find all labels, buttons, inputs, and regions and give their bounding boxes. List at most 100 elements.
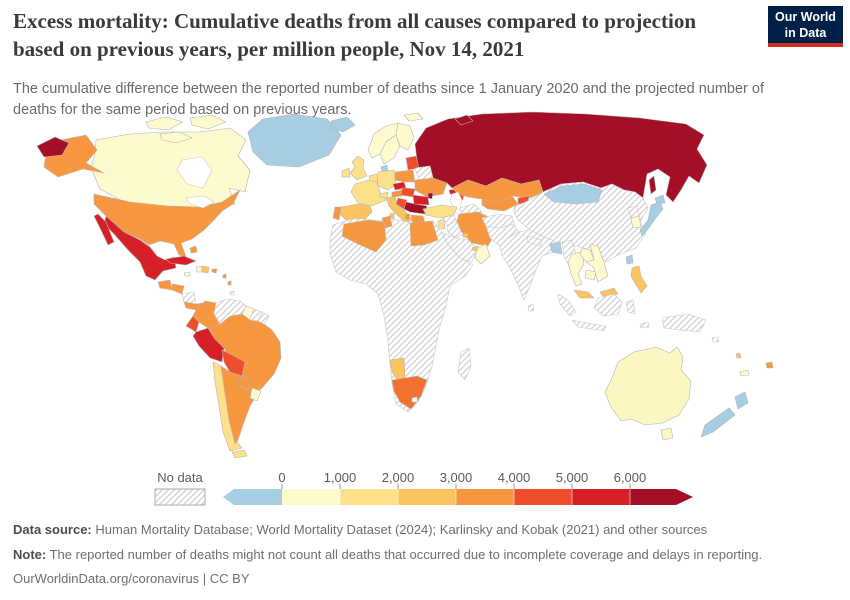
region-finland[interactable] xyxy=(395,122,415,151)
region-solomon-islands[interactable] xyxy=(711,336,720,343)
region-chukotka[interactable] xyxy=(36,136,70,158)
region-new-guinea[interactable] xyxy=(661,313,707,333)
region-antilles-2[interactable] xyxy=(227,280,232,286)
region-canada-arctic-2[interactable] xyxy=(189,114,227,130)
region-ireland[interactable] xyxy=(341,167,351,178)
region-peru[interactable] xyxy=(192,327,225,363)
region-lesotho[interactable] xyxy=(411,396,418,403)
legend-band-1[interactable] xyxy=(340,489,398,505)
region-fiji[interactable] xyxy=(765,361,774,369)
region-mexico[interactable] xyxy=(103,215,177,281)
region-japan[interactable] xyxy=(639,201,664,237)
region-baja[interactable] xyxy=(93,213,115,246)
region-guatemala[interactable] xyxy=(157,279,173,291)
region-mongolia[interactable] xyxy=(543,183,603,205)
region-serbia-bulgaria[interactable] xyxy=(403,201,428,215)
legend-band-4[interactable] xyxy=(514,489,572,505)
citation-line[interactable]: OurWorldinData.org/coronavirus | CC BY xyxy=(13,571,250,587)
region-tierra-del-fuego[interactable] xyxy=(231,449,248,459)
region-new-zealand-north[interactable] xyxy=(734,391,749,410)
region-new-zealand-south[interactable] xyxy=(700,407,736,438)
region-sakhalin[interactable] xyxy=(648,175,657,195)
region-canada-arctic-1[interactable] xyxy=(145,116,184,131)
region-cuba[interactable] xyxy=(165,255,197,266)
world-map[interactable] xyxy=(0,110,850,465)
region-canada[interactable] xyxy=(90,127,251,209)
chart-footer: Data source: Human Mortality Database; W… xyxy=(13,521,837,595)
region-algeria[interactable] xyxy=(341,219,387,253)
region-thailand[interactable] xyxy=(567,251,585,287)
region-philippines[interactable] xyxy=(630,265,648,294)
region-taiwan[interactable] xyxy=(625,254,634,265)
region-moldova[interactable] xyxy=(427,192,434,200)
legend-band-max[interactable] xyxy=(630,489,693,505)
region-tunisia[interactable] xyxy=(381,215,393,229)
region-honduras[interactable] xyxy=(171,283,185,295)
legend-band-0[interactable] xyxy=(282,489,340,505)
region-new-caledonia[interactable] xyxy=(739,369,750,377)
region-oman[interactable] xyxy=(474,243,491,265)
region-sri-lanka[interactable] xyxy=(527,303,535,312)
region-india[interactable] xyxy=(499,229,557,301)
region-iceland[interactable] xyxy=(330,116,356,133)
region-kazakhstan[interactable] xyxy=(451,177,544,204)
region-kuwait[interactable] xyxy=(462,232,469,239)
region-vanuatu[interactable] xyxy=(735,352,742,359)
region-portugal[interactable] xyxy=(332,206,342,221)
region-south-africa[interactable] xyxy=(391,375,428,410)
region-sumatra[interactable] xyxy=(557,293,577,317)
region-svalbard[interactable] xyxy=(403,112,424,122)
region-jamaica[interactable] xyxy=(183,271,191,277)
legend-no-data-swatch[interactable] xyxy=(154,488,206,506)
region-south-korea[interactable] xyxy=(630,215,642,229)
region-japan-hokkaido[interactable] xyxy=(654,194,666,205)
region-australia[interactable] xyxy=(604,346,692,426)
region-uae[interactable] xyxy=(471,245,479,252)
region-java[interactable] xyxy=(571,319,607,332)
region-bangladesh[interactable] xyxy=(549,241,563,255)
region-dominican-republic[interactable] xyxy=(201,265,210,274)
region-puerto-rico[interactable] xyxy=(211,268,218,274)
owid-logo[interactable]: Our World in Data xyxy=(768,6,843,47)
region-uzbekistan[interactable] xyxy=(481,195,519,212)
region-nepal[interactable] xyxy=(526,235,543,247)
region-malaysia[interactable] xyxy=(573,289,595,299)
region-haiti[interactable] xyxy=(195,265,203,273)
region-cambodia[interactable] xyxy=(584,269,597,281)
legend-band-3[interactable] xyxy=(456,489,514,505)
region-borneo[interactable] xyxy=(593,293,623,317)
region-poland[interactable] xyxy=(394,169,416,183)
region-belarus[interactable] xyxy=(414,165,434,181)
region-germany[interactable] xyxy=(376,169,397,191)
region-israel-jordan[interactable] xyxy=(437,218,446,230)
region-romania[interactable] xyxy=(412,194,430,206)
region-uruguay[interactable] xyxy=(249,387,262,402)
region-switzerland[interactable] xyxy=(379,191,389,199)
region-timor[interactable] xyxy=(639,321,650,329)
legend-band-2[interactable] xyxy=(398,489,456,505)
region-french-guiana[interactable] xyxy=(257,311,270,325)
region-vietnam[interactable] xyxy=(585,243,609,283)
region-egypt[interactable] xyxy=(409,220,439,247)
legend-tick-label: 0 xyxy=(278,470,285,485)
region-novaya-zemlya[interactable] xyxy=(454,114,474,126)
legend-band-5[interactable] xyxy=(572,489,630,505)
region-sulawesi[interactable] xyxy=(625,299,636,315)
region-madagascar[interactable] xyxy=(457,347,472,381)
region-austria[interactable] xyxy=(391,189,404,198)
region-france[interactable] xyxy=(350,179,387,207)
region-argentina[interactable] xyxy=(220,365,257,445)
note-line: Note: The reported number of deaths migh… xyxy=(13,546,837,564)
region-greenland[interactable] xyxy=(247,113,342,168)
region-slovakia-hungary[interactable] xyxy=(400,187,416,198)
region-tasmania[interactable] xyxy=(660,427,674,441)
region-malaysia-borneo[interactable] xyxy=(599,287,619,299)
legend-band-negative[interactable] xyxy=(223,489,282,505)
region-trinidad[interactable] xyxy=(229,290,235,296)
region-canada-arctic-3[interactable] xyxy=(159,131,193,144)
region-uk[interactable] xyxy=(349,155,368,181)
region-albania[interactable] xyxy=(404,213,411,221)
region-antilles-1[interactable] xyxy=(222,273,227,279)
map-legend[interactable]: No data 0 1,000 2,000 3,000 4,000 5,000 6,000 xyxy=(0,466,850,512)
region-bahamas[interactable] xyxy=(189,245,198,254)
